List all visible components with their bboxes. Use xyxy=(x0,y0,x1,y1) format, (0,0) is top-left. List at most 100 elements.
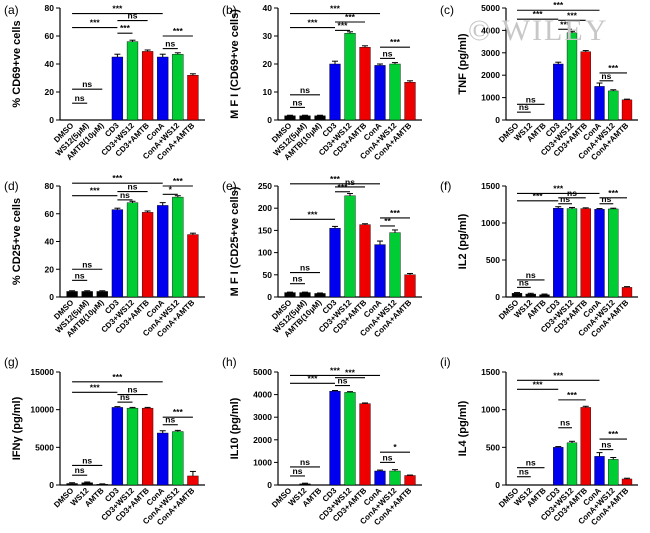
bar-cd3-ws12 xyxy=(566,32,578,121)
bar-cona xyxy=(374,65,386,121)
significance-label: * xyxy=(169,184,173,194)
bar-cona xyxy=(594,86,605,121)
y-tick-label: 1000 xyxy=(481,93,500,103)
bar-cona-ws12 xyxy=(608,208,619,298)
significance-label: ns xyxy=(293,466,303,476)
bar-dmso xyxy=(66,291,78,298)
bar-cona-amtb xyxy=(404,475,416,486)
significance-label: ns xyxy=(560,418,570,428)
significance-label: *** xyxy=(553,0,564,10)
bar-cd3-ws12 xyxy=(126,41,139,121)
bar-cona xyxy=(594,456,605,486)
significance-label: ns xyxy=(338,376,348,386)
y-axis-label: TNF (pg/ml) xyxy=(457,33,469,94)
significance-label: ns xyxy=(82,79,92,89)
bar-cona-amtb xyxy=(404,274,416,298)
bar-ws12-5-m- xyxy=(299,292,311,298)
significance-label: *** xyxy=(608,188,619,198)
y-tick-label: 250 xyxy=(258,181,272,191)
panel-label: (e) xyxy=(222,179,237,193)
bar-cd3-ws12 xyxy=(126,407,139,486)
y-tick-label: 2000 xyxy=(481,70,500,80)
y-tick-label: 3000 xyxy=(253,412,272,422)
panel-label: (i) xyxy=(440,355,451,369)
significance-label: ns xyxy=(300,85,310,95)
y-tick-label: 1000 xyxy=(253,457,272,467)
panel-label: (f) xyxy=(440,179,451,193)
y-tick-label: 20 xyxy=(45,87,55,97)
y-tick-label: 500 xyxy=(486,255,500,265)
bar-ws12-5-m- xyxy=(81,291,93,298)
bar-cd3-amtb xyxy=(359,403,371,486)
bar-cd3-amtb xyxy=(141,407,154,486)
bar-cona-amtb xyxy=(187,475,199,486)
significance-label: *** xyxy=(90,18,101,28)
bar-cona-amtb xyxy=(404,81,416,121)
bar-cd3 xyxy=(111,407,124,486)
chart-panel-h: (h)IL10 (pg/ml)010002000300040005000DMSO… xyxy=(222,355,422,527)
y-tick-label: 0 xyxy=(49,292,54,302)
bar-cona-amtb xyxy=(187,74,199,121)
significance-label: ns xyxy=(165,415,175,425)
y-tick-label: 15000 xyxy=(30,367,54,377)
significance-label: *** xyxy=(308,18,319,28)
bar-cona xyxy=(374,470,386,486)
significance-label: ns xyxy=(560,194,570,204)
significance-label: *** xyxy=(567,390,578,400)
bar-cona-ws12 xyxy=(172,54,184,121)
significance-label: *** xyxy=(345,368,356,378)
bar-cd3 xyxy=(329,63,341,121)
panel-label: (g) xyxy=(4,355,19,369)
chart-panel-d: (d)% CD25+ve cells020406080DMSOWS12(5μM)… xyxy=(4,173,205,339)
bar-cd3 xyxy=(329,227,341,298)
bar-cd3-amtb xyxy=(580,407,591,486)
bar-cona-ws12 xyxy=(172,196,184,298)
significance-label: * xyxy=(393,442,397,452)
y-tick-label: 0 xyxy=(495,480,500,490)
y-tick-label: 80 xyxy=(45,181,55,191)
significance-label: ns xyxy=(293,97,303,107)
chart-panel-b: (b)M F I (CD69+ve cells)010203040DMSOWS1… xyxy=(222,3,422,162)
chart-panel-a: (a)% CD69+ve cells020406080DMSOWS12(5μM)… xyxy=(4,3,205,162)
bar-cd3-amtb xyxy=(359,47,371,121)
significance-label: *** xyxy=(90,186,101,196)
y-tick-label: 2000 xyxy=(253,435,272,445)
y-tick-label: 40 xyxy=(45,237,55,247)
bar-amtb-10-m- xyxy=(314,293,326,298)
y-tick-label: 40 xyxy=(263,3,273,13)
panel-label: (h) xyxy=(222,355,237,369)
significance-label: *** xyxy=(90,382,101,392)
bar-cd3 xyxy=(553,207,564,298)
chart-panel-c: (c)TNF (pg/ml)010002000300040005000DMSOW… xyxy=(440,0,638,162)
bar-ws12 xyxy=(299,483,311,486)
y-axis-label: IL2 (pg/ml) xyxy=(457,213,469,269)
significance-label: ns xyxy=(601,440,611,450)
bar-cona-ws12 xyxy=(608,459,619,486)
significance-label: *** xyxy=(112,4,123,14)
bar-cd3-ws12 xyxy=(566,208,578,298)
chart-panel-g: (g)IFNγ (pg/ml)050001000015000DMSOWS12AM… xyxy=(4,355,205,527)
bar-cona xyxy=(374,244,386,298)
chart-panel-f: (f)IL2 (pg/ml)050010001500DMSOWS12AMTBCD… xyxy=(440,179,638,339)
bar-cd3 xyxy=(111,56,124,121)
significance-label: ns xyxy=(128,182,138,192)
significance-label: ns xyxy=(120,392,130,402)
significance-label: ns xyxy=(526,458,536,468)
bar-dmso xyxy=(511,293,523,298)
significance-label: ns xyxy=(526,270,536,280)
bar-cd3-ws12 xyxy=(126,202,139,298)
bar-cona xyxy=(157,205,169,298)
y-tick-label: 500 xyxy=(486,442,500,452)
bar-cona-ws12 xyxy=(389,232,401,298)
bar-cd3-amtb xyxy=(141,51,154,121)
significance-label: *** xyxy=(173,407,184,417)
significance-label: ns xyxy=(601,194,611,204)
significance-label: *** xyxy=(120,23,131,33)
significance-label: ns xyxy=(75,270,85,280)
significance-label: ns xyxy=(75,93,85,103)
significance-label: *** xyxy=(608,429,619,439)
y-axis-label: M F I (CD25+ve cells) xyxy=(229,186,241,296)
significance-label: *** xyxy=(112,173,123,183)
chart-panel-e: (e)M F I (CD25+ve cells)050100150200250D… xyxy=(222,174,422,339)
y-tick-label: 0 xyxy=(267,292,272,302)
